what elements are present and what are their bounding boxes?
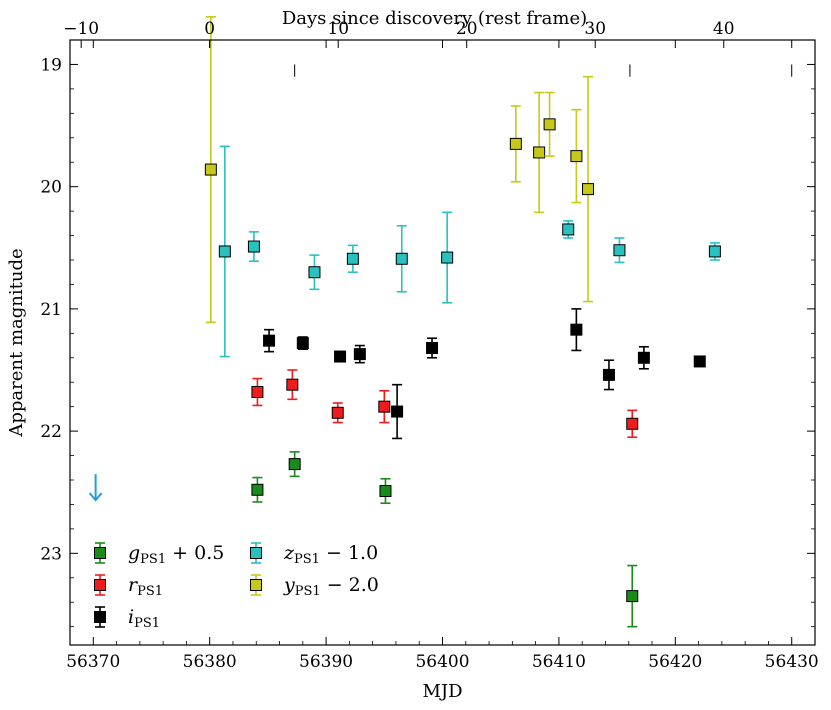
legend-label: iPS1: [128, 606, 160, 631]
series-3: [218, 145, 721, 358]
data-point: [263, 334, 276, 347]
legend-item: gPS1 + 0.5: [94, 542, 224, 567]
data-point: [296, 337, 309, 350]
legend-item: rPS1: [94, 574, 163, 599]
x-tick-label: 56430: [765, 652, 819, 672]
legend-label: gPS1 + 0.5: [128, 542, 224, 567]
x-tick-label: 56370: [66, 652, 120, 672]
data-point: [346, 252, 359, 265]
top-tick-label: 10: [327, 19, 349, 39]
series-4: [204, 15, 595, 324]
upper-limit-arrow: [88, 474, 103, 502]
series-2: [263, 308, 706, 440]
legend-marker: [94, 547, 106, 559]
legend-item: yPS1 − 2.0: [250, 574, 379, 599]
top-tick-label: 40: [713, 19, 735, 39]
chart-marks: [88, 15, 793, 628]
x-tick-label: 56420: [648, 652, 702, 672]
y-tick-label: 23: [40, 544, 62, 564]
data-point: [626, 590, 639, 603]
data-point: [533, 146, 546, 159]
data-point: [708, 245, 721, 258]
y-tick-label: 20: [40, 178, 62, 198]
data-point: [395, 252, 408, 265]
data-point: [247, 240, 260, 253]
data-point: [288, 458, 301, 471]
data-point: [441, 251, 454, 264]
data-point: [637, 351, 650, 364]
legend-marker: [94, 579, 106, 591]
data-point: [570, 323, 583, 336]
legend-marker: [250, 547, 262, 559]
series-1: [251, 369, 639, 439]
data-point: [334, 350, 347, 363]
data-point: [218, 245, 231, 258]
y-tick-label: 22: [40, 422, 62, 442]
x-tick-label: 56390: [299, 652, 353, 672]
arrow-head: [88, 492, 103, 502]
data-point: [331, 406, 344, 419]
top-tick-label: −10: [63, 19, 99, 39]
legend-item: zPS1 − 1.0: [250, 542, 378, 567]
data-point: [204, 163, 217, 176]
data-point: [626, 417, 639, 430]
x-tick-label: 56410: [532, 652, 586, 672]
data-point: [379, 485, 392, 497]
chart-axes: 56370 56380 56390 56400 56410 56420 56430 −10 0 1…: [40, 19, 818, 672]
top-tick-label: 0: [204, 19, 215, 39]
top-tick-label: 30: [584, 19, 606, 39]
data-point: [562, 223, 575, 236]
x-axis-title: MJD: [422, 681, 462, 702]
data-point: [582, 183, 595, 196]
x-tick-label: 56380: [183, 652, 237, 672]
legend-label: zPS1 − 1.0: [283, 542, 378, 567]
data-point: [613, 244, 626, 257]
data-point: [308, 266, 321, 279]
legend: gPS1 + 0.5 rPS1 iPS1 zPS1 − 1.0 yPS1 − 2.0: [94, 542, 379, 631]
y-axis-title: Apparent magnitude: [6, 248, 27, 437]
data-point: [543, 118, 556, 131]
data-point: [570, 150, 583, 163]
y-tick-label: 21: [40, 300, 62, 320]
data-point: [353, 348, 366, 361]
top-axis-title: Days since discovery (rest frame): [282, 8, 587, 29]
data-point: [251, 386, 264, 398]
data-point: [251, 483, 264, 496]
legend-item: iPS1: [94, 606, 160, 631]
y-tick-label: 19: [40, 55, 62, 75]
legend-label: rPS1: [128, 574, 163, 599]
legend-marker: [94, 611, 106, 623]
data-point: [509, 137, 522, 150]
top-tick-label: 20: [456, 19, 478, 39]
series-0: [251, 451, 639, 628]
data-point: [426, 342, 439, 354]
data-point: [391, 405, 404, 418]
data-point: [286, 378, 299, 391]
data-point: [378, 400, 391, 413]
data-point: [693, 355, 706, 368]
x-tick-label: 56400: [415, 652, 469, 672]
legend-marker: [250, 579, 262, 591]
data-point: [602, 368, 615, 381]
legend-label: yPS1 − 2.0: [283, 574, 379, 599]
